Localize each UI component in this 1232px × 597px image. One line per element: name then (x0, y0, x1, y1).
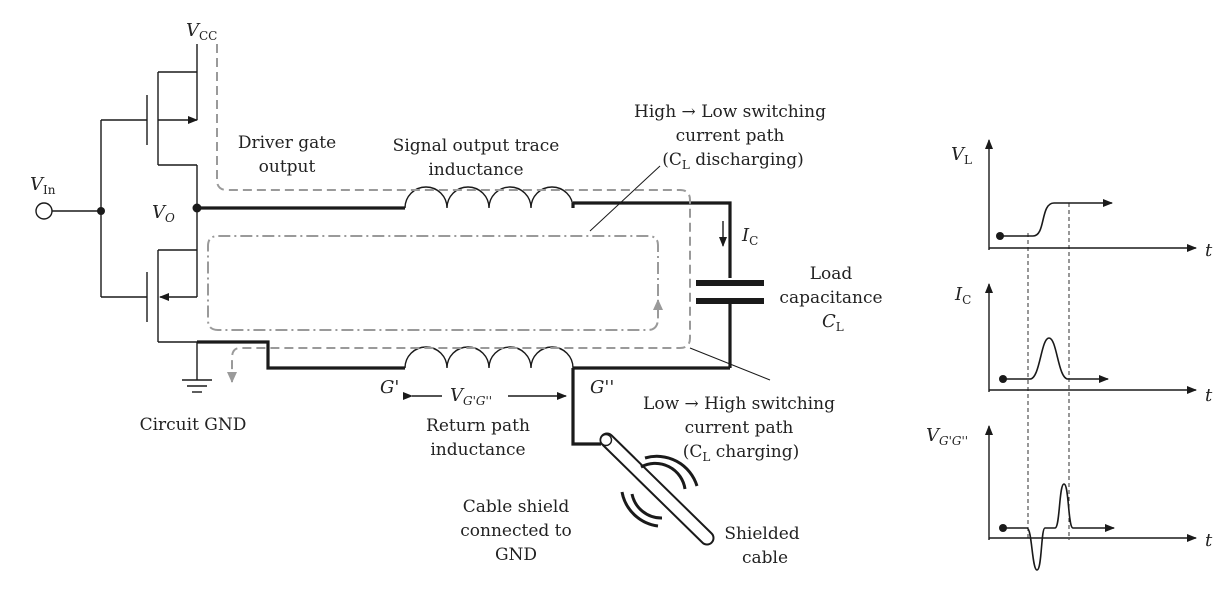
high-low-label-line2: current path (676, 126, 785, 146)
g-prime-label: G' (380, 377, 399, 398)
vgg-label: VG'G'' (450, 385, 492, 408)
return-trace (197, 340, 730, 446)
vl-time-label: t (1205, 240, 1213, 261)
shielded-cable-drawing (599, 432, 715, 546)
return-path-label-line2: inductance (430, 440, 525, 460)
load-capacitance-line2: capacitance (779, 288, 882, 308)
circuit-gnd-label: Circuit GND (140, 415, 247, 435)
vgg-waveform: VG'G'' t (926, 425, 1213, 571)
shielded-cable-label-line1: Shielded (724, 524, 799, 544)
vo-label: VO (152, 202, 175, 225)
pmos-transistor (146, 44, 198, 208)
nmos-transistor (146, 212, 198, 380)
cable-shield-label-line1: Cable shield (463, 497, 570, 517)
return-path-label-line1: Return path (426, 416, 530, 436)
ic-time-label: t (1205, 385, 1213, 406)
cable-shield-label-line2: connected to (460, 521, 571, 541)
ic-label: IC (741, 225, 758, 248)
low-high-label-line1: Low → High switching (643, 394, 835, 414)
ic-waveform: IC t (954, 283, 1213, 406)
low-high-current-path (207, 235, 659, 331)
high-low-label-line1: High → Low switching (634, 102, 826, 122)
low-high-label-line2: current path (685, 418, 794, 438)
vin-label: VIn (30, 174, 56, 197)
load-capacitance-line1: Load (810, 264, 853, 284)
high-low-label-line3: (CL discharging) (662, 150, 804, 172)
shielded-cable-label-line2: cable (742, 548, 788, 568)
ground-symbol (182, 379, 212, 393)
input-terminal (35, 202, 105, 220)
load-capacitor (696, 280, 764, 368)
g-dprime-label: G'' (590, 377, 614, 398)
high-low-current-path (216, 44, 691, 383)
driver-gate-output-line2: output (259, 157, 316, 177)
vgg-time-label: t (1205, 530, 1213, 551)
signal-trace-label-line2: inductance (428, 160, 523, 180)
vl-axis-label: VL (951, 144, 972, 167)
vgg-axis-label: VG'G'' (926, 425, 968, 448)
vl-waveform: VL t (951, 139, 1213, 261)
signal-trace-label-line1: Signal output trace (393, 136, 560, 156)
cl-label: CL (822, 311, 844, 334)
waveform-panel: VL t IC t VG'G'' t (926, 139, 1213, 571)
high-low-leader (589, 165, 661, 232)
gate-wiring (100, 119, 147, 298)
cable-shield-label-line3: GND (495, 545, 537, 565)
low-high-label-line3: (CL charging) (683, 442, 800, 464)
signal-trace (197, 186, 732, 278)
ic-axis-label: IC (954, 284, 971, 307)
vcc-label: VCC (186, 20, 217, 43)
low-high-leader (689, 347, 771, 381)
return-inductor (404, 346, 574, 369)
driver-gate-output-line1: Driver gate (238, 133, 336, 153)
